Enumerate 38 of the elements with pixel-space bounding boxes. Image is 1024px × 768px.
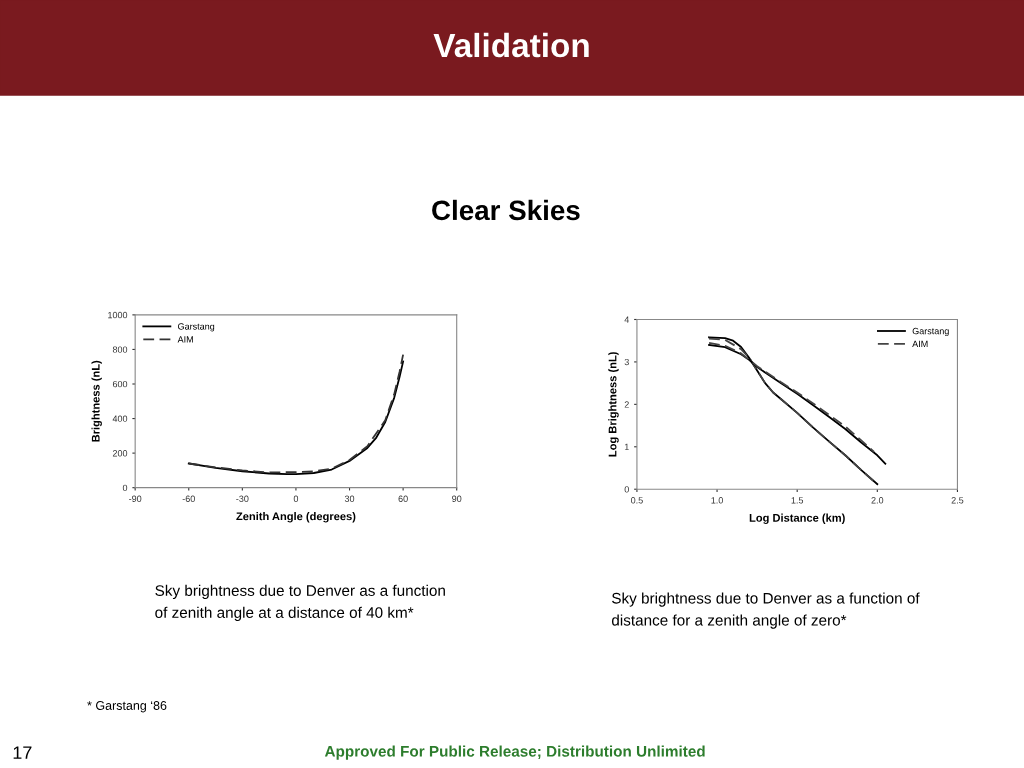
y-tick-label: 0 [122, 484, 128, 492]
y-tick-label: 1 [624, 443, 629, 451]
x-tick-label: 0.5 [631, 497, 643, 504]
legend-label: AIM [912, 340, 928, 348]
x-tick-label: -90 [129, 495, 142, 502]
x-tick-label: 2.0 [871, 497, 884, 504]
y-tick-label: 200 [112, 450, 128, 457]
chart-title: Validation [433, 32, 589, 58]
y-tick-label: 600 [112, 380, 128, 388]
x-tick-label: -30 [236, 495, 249, 502]
x-tick-label: 90 [452, 495, 462, 502]
x-axis-title: Log Distance (km) [749, 513, 845, 525]
y-tick-label: 2 [624, 401, 629, 408]
y-tick-label: 4 [624, 316, 630, 323]
x-tick-label: 60 [398, 495, 408, 502]
x-tick-label: 0 [293, 495, 299, 502]
legend-label: AIM [177, 336, 193, 343]
text: 17 [13, 746, 32, 759]
x-axis-title: Zenith Angle (degrees) [236, 512, 356, 523]
y-tick-label: 800 [112, 346, 128, 353]
x-tick-label: 2.5 [951, 497, 964, 504]
legend-label: Garstang [912, 327, 949, 337]
y-tick-label: 0 [624, 486, 629, 493]
y-tick-label: 3 [624, 358, 629, 366]
y-tick-label: 400 [112, 415, 128, 422]
chart-subtitle: Clear Skies [432, 199, 580, 221]
x-tick-label: -60 [182, 495, 195, 502]
text: Sky brightness due to Denver as a function of zenith angle at a distance of 40 km* [155, 584, 445, 621]
text: Approved For Public Release; Distribution Unlimited [324, 745, 705, 760]
x-tick-label: 1.5 [791, 497, 804, 504]
text: * Garstang ‘86 [87, 701, 167, 713]
legend-label: Garstang [178, 323, 215, 332]
x-tick-label: 30 [344, 495, 355, 502]
y-axis-title: Log Brightness (nL) [608, 352, 619, 457]
text: Sky brightness due to Denver as a function of distance for a zenith angle of zero* [611, 592, 920, 629]
y-tick-label: 1000 [108, 311, 128, 319]
x-tick-label: 1.0 [711, 497, 723, 504]
y-axis-title: Brightness (nL) [91, 360, 102, 442]
